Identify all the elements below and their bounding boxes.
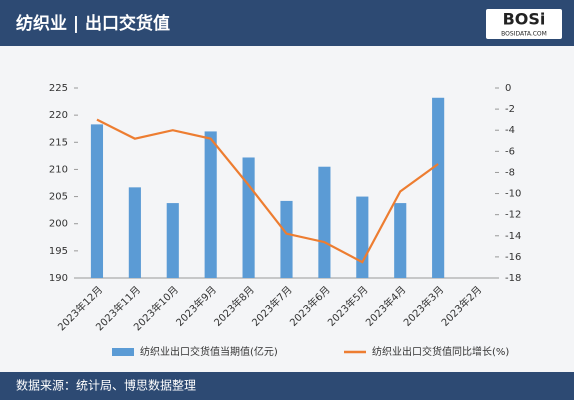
y2-tick-label: -12 [505,210,521,221]
y-tick-label: 210 [49,164,68,175]
y-tick-label: 205 [49,192,68,203]
bar [280,200,293,278]
bar [356,196,369,278]
bar [166,203,179,278]
footer-band [0,372,574,400]
legend-label: 纺织业出口交货值当期值(亿元) [140,345,278,358]
legend-swatch [112,348,134,356]
title: 纺织业 | 出口交货值 [16,13,170,34]
bar [204,131,217,278]
y2-tick-label: -6 [505,146,515,157]
y-tick-label: 225 [49,83,68,94]
y-tick-label: 195 [49,246,68,257]
bar [128,187,141,278]
y2-tick-label: -16 [505,252,521,263]
y2-tick-label: 0 [505,83,511,94]
bar [394,203,407,278]
y2-tick-label: -2 [505,104,515,115]
logo-sub: BOSIDATA.COM [501,31,547,38]
source: 数据来源：统计局、博思数据整理 [16,378,196,393]
y2-tick-label: -18 [505,273,521,284]
y-tick-label: 215 [49,137,68,148]
bar [242,157,255,278]
logo: BOSi [503,10,546,29]
header-band [0,0,574,46]
y2-tick-label: -10 [505,189,521,200]
legend-label: 纺织业出口交货值同比增长(%) [372,345,509,358]
y2-tick-label: -8 [505,167,515,178]
y-tick-label: 200 [49,219,68,230]
line [96,118,439,264]
y-tick-label: 190 [49,273,68,284]
y2-tick-label: -4 [505,125,515,136]
logo-box [486,9,562,39]
bar [432,97,445,279]
y-tick-label: 220 [49,110,68,121]
bar [318,166,331,278]
bar [90,124,104,278]
y2-tick-label: -14 [505,231,521,242]
